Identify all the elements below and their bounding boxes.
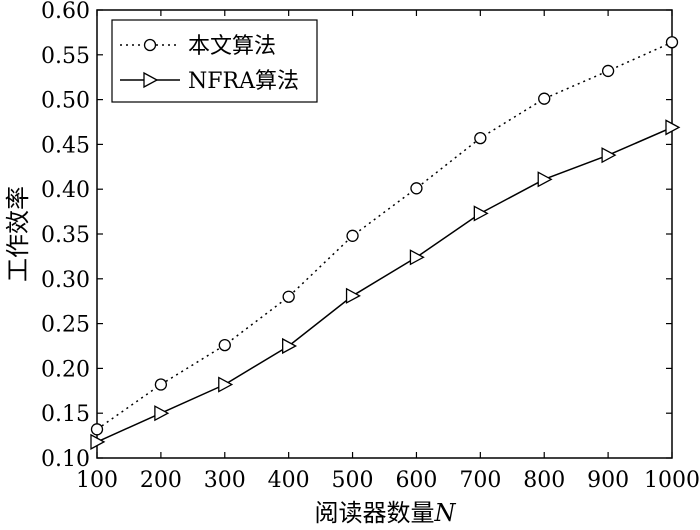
x-tick-label: 600	[395, 468, 437, 493]
data-point-series-1	[154, 378, 168, 391]
y-tick-label: 0.50	[41, 89, 90, 114]
data-point-series-1	[346, 229, 359, 242]
x-tick-label: 500	[332, 468, 374, 493]
y-tick-label: 0.60	[41, 0, 90, 24]
legend-label-series-1: 本文算法	[188, 34, 276, 59]
y-tick-label: 0.25	[41, 313, 90, 338]
y-tick-label: 0.55	[41, 44, 90, 69]
legend-marker-circle	[143, 38, 157, 52]
data-point-series-1	[90, 423, 104, 436]
series-line-1	[96, 41, 673, 430]
x-tick-label: 300	[204, 468, 246, 493]
y-tick-label: 0.40	[41, 178, 90, 203]
legend-label-series-2: NFRA算法	[188, 69, 299, 94]
x-tick-label: 1000	[644, 468, 700, 493]
legend-box	[111, 19, 318, 103]
data-point-series-2	[90, 433, 106, 450]
legend-marker-triangle	[143, 71, 159, 89]
x-axis-label: 阅读器数量N	[315, 499, 457, 527]
data-point-series-1	[410, 182, 423, 195]
x-tick-label: 900	[587, 468, 629, 493]
data-point-series-2	[665, 119, 681, 136]
series-layer	[90, 36, 681, 450]
data-point-series-2	[345, 287, 361, 304]
x-axis-label-text: 阅读器数量	[315, 499, 435, 527]
x-tick-label: 700	[459, 468, 501, 493]
x-tick-label: 800	[523, 468, 565, 493]
data-point-series-1	[282, 290, 295, 303]
x-tick-label: 200	[140, 468, 182, 493]
data-point-series-1	[601, 64, 615, 78]
data-point-series-2	[282, 337, 298, 355]
legend: 本文算法 NFRA算法	[111, 19, 318, 103]
data-point-series-1	[474, 131, 487, 145]
y-axis-label: 工作效率	[4, 186, 32, 282]
data-point-series-1	[665, 36, 679, 49]
data-point-series-2	[473, 205, 489, 222]
data-point-series-2	[218, 376, 234, 393]
data-point-series-2	[154, 405, 170, 422]
x-axis-label-variable: N	[434, 499, 457, 527]
y-tick-label: 0.10	[41, 447, 90, 472]
x-tick-label: 100	[76, 468, 118, 493]
y-tick-label: 0.15	[41, 402, 90, 427]
data-point-series-2	[409, 249, 425, 266]
series-line-2	[96, 126, 673, 443]
data-point-series-2	[537, 171, 553, 188]
y-tick-label: 0.45	[41, 133, 90, 158]
y-tick-label: 0.35	[41, 223, 90, 248]
data-point-series-1	[538, 92, 551, 105]
data-point-series-1	[218, 338, 231, 352]
x-tick-label: 400	[268, 468, 310, 493]
data-point-series-2	[601, 147, 617, 164]
axis-ticks: 100 200 300 400 500 600 700 800 900 1000 0.10 0.15 0…	[41, 0, 700, 493]
y-tick-label: 0.30	[41, 268, 90, 293]
y-tick-label: 0.20	[41, 357, 90, 382]
